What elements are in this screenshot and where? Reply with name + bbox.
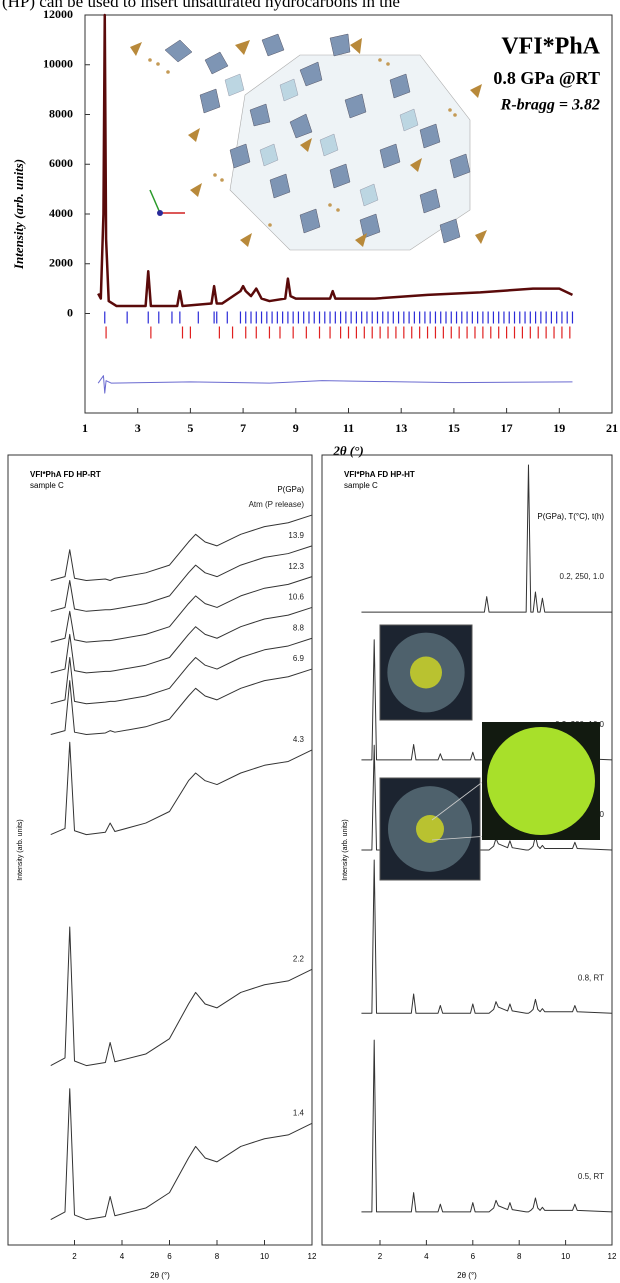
y-tick-label: 10000 xyxy=(43,57,73,71)
series-line xyxy=(51,927,312,1066)
y-tick-label: 8000 xyxy=(49,106,73,120)
y-tick-label: 4000 xyxy=(49,206,73,220)
annotation: 0.8 GPa @RT xyxy=(493,68,600,88)
x-tick-label: 9 xyxy=(293,421,299,435)
series-line xyxy=(51,669,312,734)
y-axis-label: Intensity (arb. units) xyxy=(342,819,349,880)
series-line xyxy=(361,860,612,1013)
series-line xyxy=(51,515,312,580)
x-tick-label: 7 xyxy=(240,421,246,435)
x-tick-label: 10 xyxy=(260,1252,269,1261)
y-tick-label: 0 xyxy=(67,305,73,319)
x-tick-label: 15 xyxy=(448,421,460,435)
series-label: 4.3 xyxy=(293,735,305,744)
series-line xyxy=(51,607,312,672)
series-label: 6.9 xyxy=(293,654,305,663)
series-line xyxy=(361,1040,612,1212)
x-tick-label: 12 xyxy=(608,1252,617,1261)
series-line xyxy=(51,577,312,642)
x-axis-label: 2θ (°) xyxy=(332,443,363,458)
x-tick-label: 1 xyxy=(82,421,88,435)
inset-photo-sample xyxy=(416,815,444,843)
x-tick-label: 4 xyxy=(120,1252,125,1261)
x-tick-label: 2 xyxy=(72,1252,77,1261)
x-tick-label: 2 xyxy=(378,1252,383,1261)
series-label: 0.8, RT xyxy=(578,973,604,982)
plot-frame xyxy=(8,455,312,1245)
x-tick-label: 11 xyxy=(343,421,354,435)
x-tick-label: 13 xyxy=(395,421,407,435)
series-line xyxy=(51,1089,312,1220)
series-label: 1.4 xyxy=(293,1108,305,1117)
x-tick-label: 6 xyxy=(167,1252,172,1261)
x-tick-label: 6 xyxy=(471,1252,476,1261)
legend-title: P(GPa) xyxy=(277,485,304,494)
series-line xyxy=(361,465,612,612)
series-label: Atm (P release) xyxy=(249,500,305,509)
x-axis-label: 2θ (°) xyxy=(457,1271,477,1280)
figure: (HP) can be used to insert unsaturated h… xyxy=(0,0,620,1283)
panel-subtitle: sample C xyxy=(30,481,64,490)
annotation: R-bragg = 3.82 xyxy=(500,97,600,114)
page: {"text_above": "(HP) can be used to inse… xyxy=(0,0,620,1283)
series-line xyxy=(51,742,312,834)
annotation: VFI*PhA xyxy=(501,34,600,60)
series-label: 0.5, RT xyxy=(578,1172,604,1181)
y-tick-label: 6000 xyxy=(49,156,73,170)
panel-subtitle: sample C xyxy=(344,481,378,490)
y-tick-label: 2000 xyxy=(49,256,73,270)
series-label: 10.6 xyxy=(288,593,304,602)
inset-photo-sample xyxy=(410,657,442,689)
panel-title: VFI*PhA FD HP-HT xyxy=(344,470,415,479)
structure-image xyxy=(130,34,487,250)
series-label: 0.2, 250, 1.0 xyxy=(560,572,605,581)
x-tick-label: 17 xyxy=(501,421,513,435)
y-axis-label: Intensity (arb. units) xyxy=(11,159,26,270)
x-axis-label: 2θ (°) xyxy=(150,1271,170,1280)
series-label: 8.8 xyxy=(293,623,305,632)
x-tick-label: 12 xyxy=(308,1252,317,1261)
x-tick-label: 4 xyxy=(424,1252,429,1261)
series-label: 2.2 xyxy=(293,954,305,963)
x-tick-label: 10 xyxy=(561,1252,570,1261)
series-label: 13.9 xyxy=(288,531,304,540)
series-line xyxy=(51,638,312,703)
x-tick-label: 21 xyxy=(606,421,618,435)
legend-title: P(GPa), T(°C), t(h) xyxy=(537,512,604,521)
y-tick-label: 12000 xyxy=(43,7,73,21)
x-tick-label: 8 xyxy=(517,1252,522,1261)
series-line xyxy=(98,376,572,393)
panel-title: VFI*PhA FD HP-RT xyxy=(30,470,101,479)
x-tick-label: 19 xyxy=(553,421,565,435)
y-axis-label: Intensity (arb. units) xyxy=(17,819,24,880)
inset-photo-sample xyxy=(487,727,595,835)
x-tick-label: 3 xyxy=(135,421,141,435)
x-tick-label: 5 xyxy=(187,421,193,435)
series-label: 12.3 xyxy=(288,562,304,571)
series-line xyxy=(51,546,312,611)
x-tick-label: 8 xyxy=(215,1252,220,1261)
